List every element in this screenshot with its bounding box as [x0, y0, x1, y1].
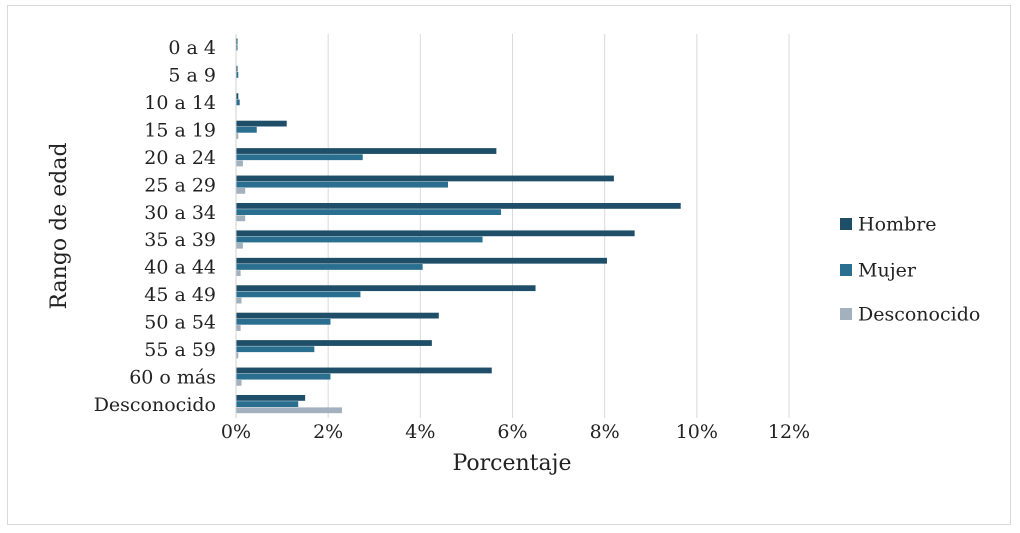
bar-hombre: [236, 148, 497, 154]
bar-mujer: [236, 181, 448, 188]
legend-swatch-desconocido: [840, 308, 852, 320]
x-tick-label: 0%: [221, 421, 251, 443]
bar-hombre: [236, 230, 635, 237]
y-tick-label: 25 a 29: [144, 174, 216, 196]
bar-hombre: [236, 340, 432, 346]
y-tick-label: 15 a 19: [144, 120, 216, 142]
y-tick-label: 20 a 24: [144, 147, 216, 169]
bar-desconocido: [236, 325, 241, 331]
bar-mujer: [236, 72, 239, 78]
x-tick-label: 8%: [590, 421, 620, 443]
bar-desconocido: [236, 270, 241, 277]
bar-hombre: [236, 394, 306, 401]
x-axis-title: Porcentaje: [453, 451, 572, 476]
bar-hombre: [236, 65, 238, 72]
bar-hombre: [236, 367, 492, 374]
bar-mujer: [236, 154, 363, 161]
bar-desconocido: [236, 160, 243, 167]
legend-swatch-mujer: [840, 264, 852, 276]
x-tick-label: 6%: [497, 421, 527, 443]
y-axis-title: Rango de edad: [47, 142, 72, 309]
legend-swatch-hombre: [840, 218, 852, 230]
bar-mujer: [236, 209, 501, 215]
y-tick-label: 40 a 44: [144, 257, 216, 279]
bar-mujer: [236, 99, 240, 106]
bar-mujer: [236, 373, 331, 380]
bar-mujer: [236, 126, 257, 133]
bar-mujer: [236, 401, 299, 407]
bar-hombre: [236, 312, 439, 319]
y-axis-ticks: 0 a 4 5 a 9 10 a 14 15 a 19 20 a 24 25 a 29 30…: [94, 37, 216, 416]
y-tick-label: Desconocido: [94, 394, 216, 416]
legend-label-desconocido: Desconocido: [858, 304, 980, 326]
legend-label-mujer: Mujer: [858, 260, 917, 282]
bar-desconocido: [236, 379, 242, 386]
bar-mujer: [236, 291, 361, 298]
gridlines: [327, 34, 790, 418]
bars: [236, 38, 681, 414]
bar-hombre: [236, 93, 239, 100]
legend: Hombre Mujer Desconocido: [840, 214, 980, 326]
bar-desconocido: [236, 242, 243, 249]
bar-mujer: [236, 318, 331, 325]
y-tick-label: 5 a 9: [168, 65, 216, 87]
y-tick-label: 30 a 34: [144, 202, 216, 224]
bar-desconocido: [236, 407, 342, 414]
bar-mujer: [236, 44, 238, 51]
x-tick-label: 10%: [676, 421, 718, 443]
y-tick-label: 60 o más: [129, 366, 216, 388]
bar-hombre: [236, 257, 607, 264]
bar-hombre: [236, 175, 614, 182]
x-tick-label: 2%: [313, 421, 343, 443]
bar-hombre: [236, 38, 238, 45]
bar-mujer: [236, 264, 423, 270]
bar-desconocido: [236, 352, 239, 359]
y-tick-label: 10 a 14: [144, 92, 216, 114]
bar-desconocido: [236, 297, 242, 304]
bar-hombre: [236, 202, 681, 209]
y-tick-label: 35 a 39: [144, 229, 216, 251]
x-axis-ticks: 0% 2% 4% 6% 8% 10% 12%: [221, 421, 810, 443]
legend-label-hombre: Hombre: [858, 214, 937, 236]
bar-hombre: [236, 285, 536, 292]
y-tick-label: 55 a 59: [144, 339, 216, 361]
bar-desconocido: [236, 215, 246, 222]
y-tick-label: 50 a 54: [144, 312, 216, 334]
bar-mujer: [236, 346, 315, 353]
x-tick-label: 12%: [768, 421, 810, 443]
y-tick-label: 45 a 49: [144, 284, 216, 306]
x-tick-label: 4%: [405, 421, 435, 443]
bar-desconocido: [236, 187, 246, 194]
y-tick-label: 0 a 4: [168, 37, 216, 59]
bar-hombre: [236, 120, 287, 127]
bar-desconocido: [236, 133, 239, 139]
bar-mujer: [236, 236, 483, 243]
